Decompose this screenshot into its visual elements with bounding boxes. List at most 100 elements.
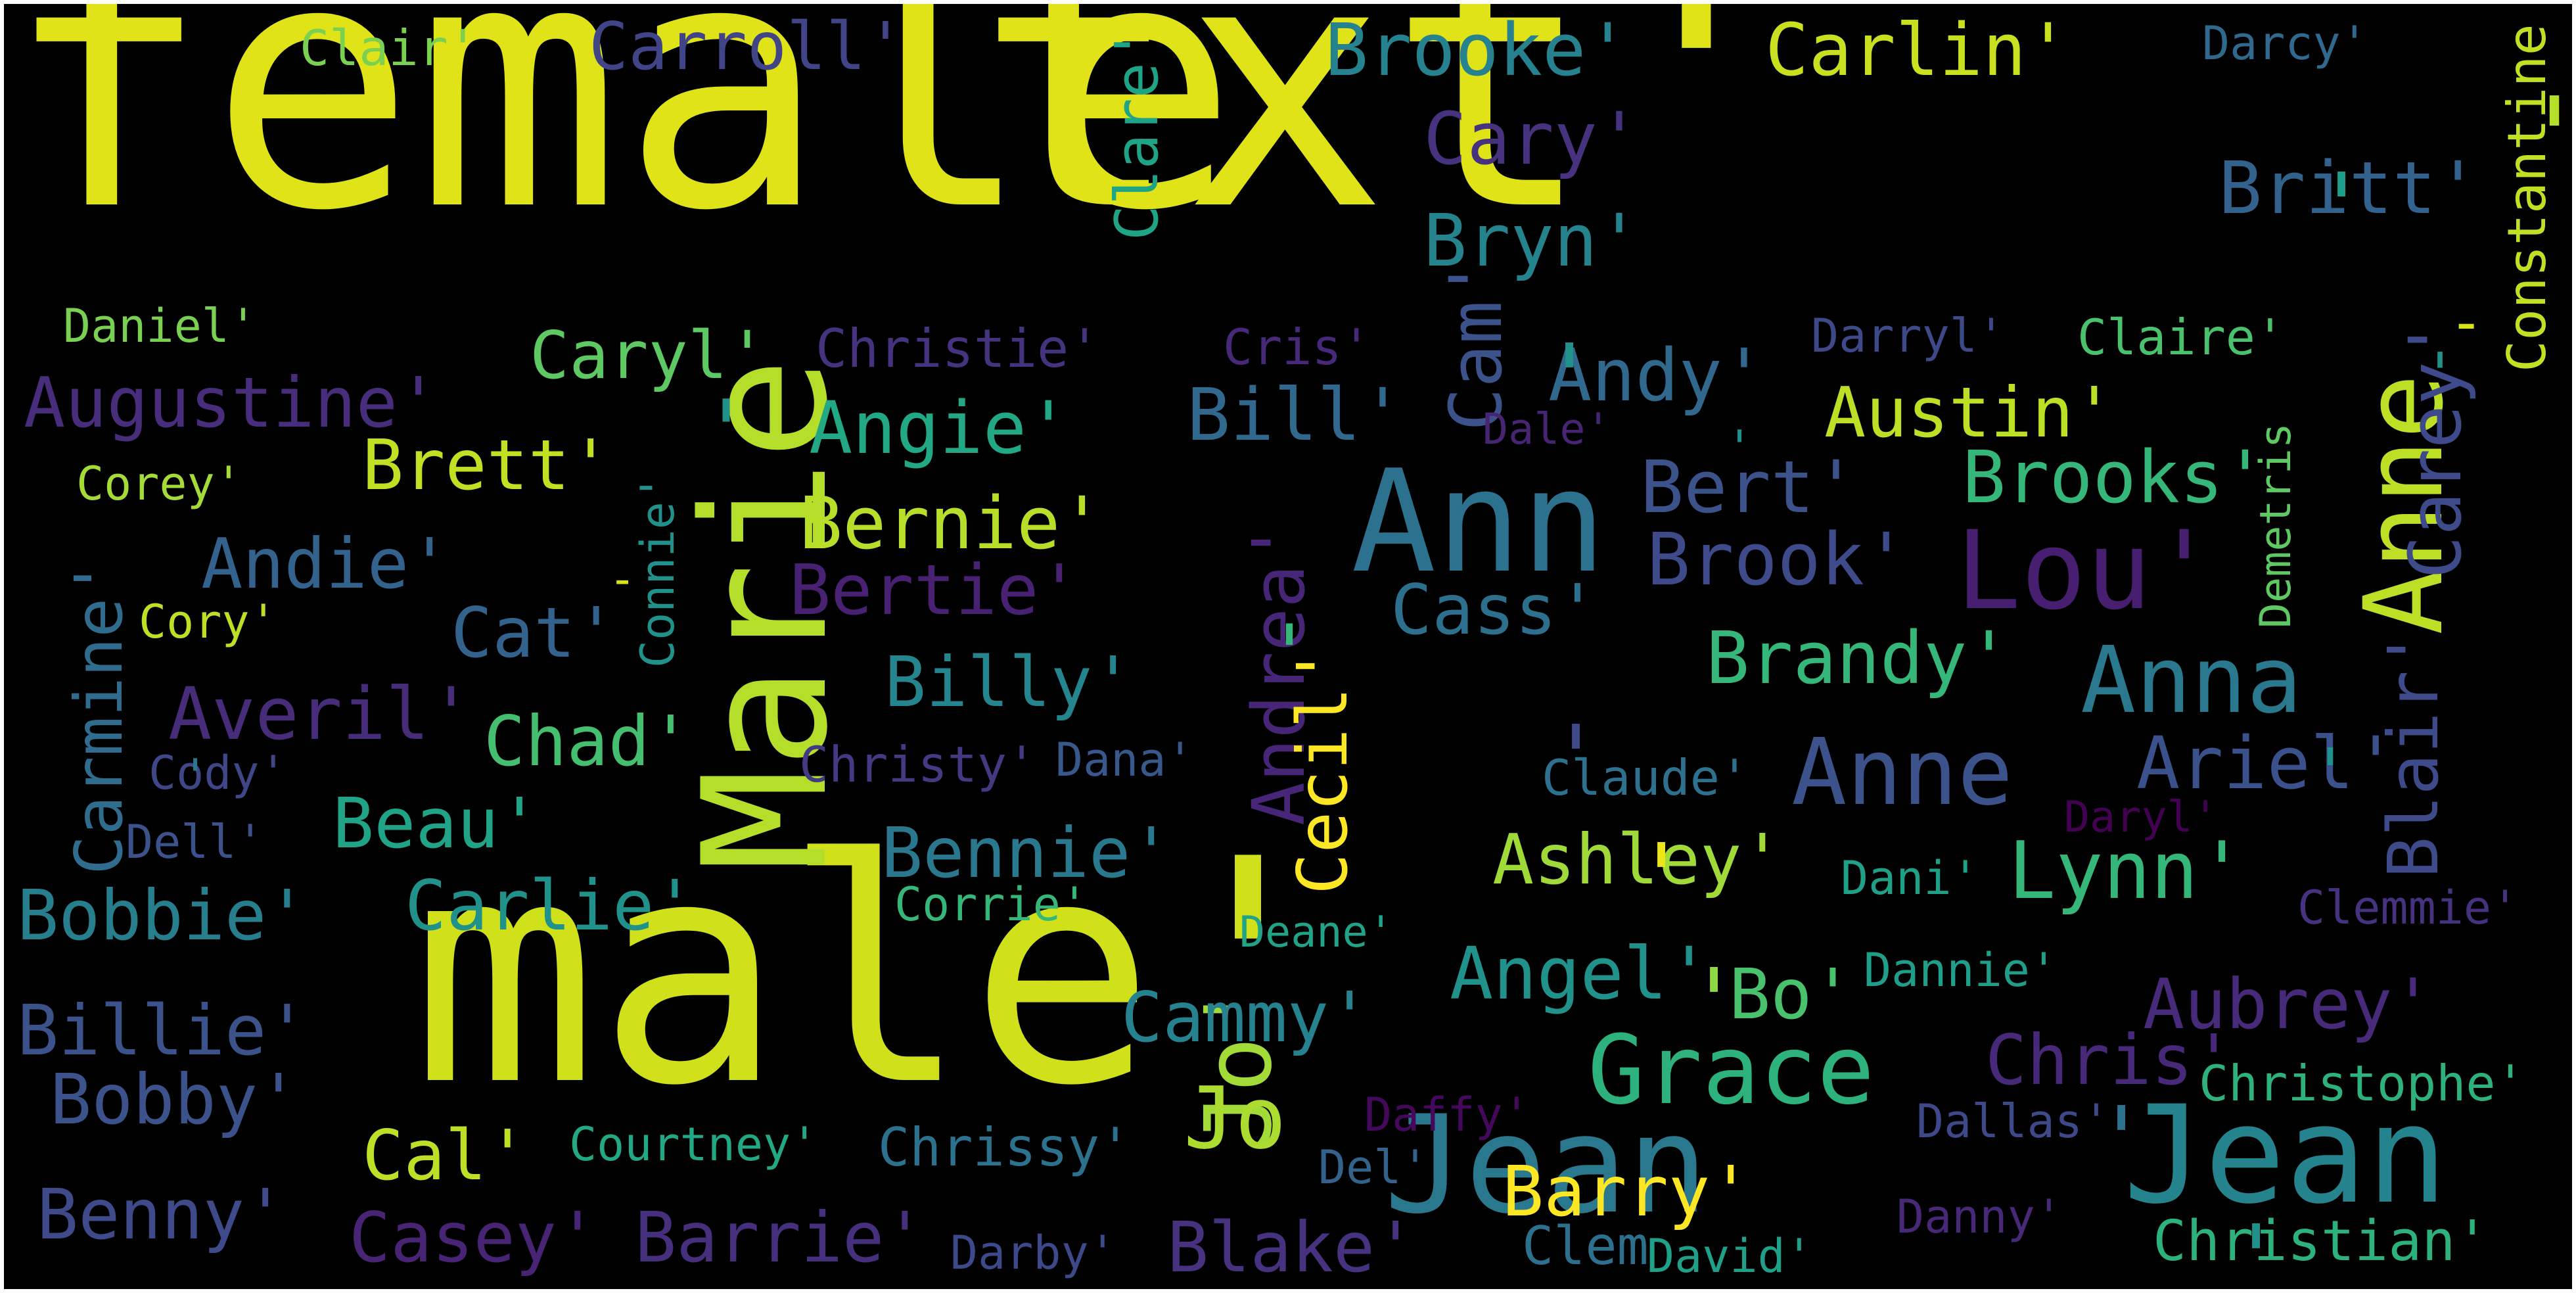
cloud-word: Jean <box>1384 1087 1709 1244</box>
cloud-word: Beau' <box>333 784 541 864</box>
cloud-word: Courtney' <box>569 1117 819 1171</box>
cloud-word: Claude' <box>1542 749 1750 807</box>
cloud-word: ' <box>2311 734 2351 811</box>
cloud-word: Ann <box>1351 439 1607 604</box>
cloud-word: Bertie' <box>789 550 1080 630</box>
cloud-word: Brett' <box>362 425 612 505</box>
cloud-word: Darcy' <box>2202 16 2368 70</box>
cloud-word: Dallas' <box>1916 1094 2111 1148</box>
cloud-word: Brooks' <box>1962 435 2267 519</box>
cloud-word: Carroll' <box>589 8 906 85</box>
cloud-word: Cris' <box>1223 318 1371 376</box>
cloud-word: Brook' <box>1647 517 1908 601</box>
cloud-word: Benny' <box>37 1175 287 1255</box>
cloud-word: ' <box>2314 154 2370 261</box>
cloud-word: Dell' <box>126 815 264 869</box>
cloud-word: Chad' <box>484 701 692 782</box>
cloud-word: Billie' <box>17 991 308 1071</box>
cloud-word: Carlie' <box>405 866 696 946</box>
cloud-word: Clare' <box>1103 26 1172 241</box>
cloud-word: Dana' <box>1055 733 1194 787</box>
cloud-word: ' <box>1542 325 1598 432</box>
cloud-word: Danny' <box>1897 1190 2063 1244</box>
cloud-word: Cammy' <box>1121 977 1371 1058</box>
cloud-word: Lou' <box>1956 507 2217 634</box>
cloud-word: Casey' <box>349 1198 599 1278</box>
cloud-word: Bobbie' <box>17 876 308 956</box>
cloud-word: Averil' <box>168 672 473 756</box>
cloud-word: Britt' <box>2219 146 2480 230</box>
cloud-word: txt' <box>977 4 1800 285</box>
cloud-word: Deane' <box>1239 908 1394 957</box>
cloud-word: female <box>4 4 1239 285</box>
cloud-word: Austin' <box>1824 373 2115 453</box>
cloud-word: Corey' <box>76 457 242 511</box>
cloud-word: Cass' <box>1391 570 1599 650</box>
cloud-word: ' <box>2521 83 2572 195</box>
cloud-word: Christophe' <box>2199 1054 2525 1112</box>
cloud-word: Chris' <box>1985 1020 2235 1100</box>
cloud-word: Bennie' <box>881 813 1172 893</box>
cloud-word: Carlin' <box>1765 8 2070 92</box>
cloud-word: ' <box>2228 1206 2284 1290</box>
cloud-word: Cat' <box>451 593 617 673</box>
cloud-word: - <box>609 552 637 606</box>
cloud-word: Anna <box>2081 627 2303 734</box>
word-cloud: female txt' male' Marie Jean Ann Jean Anne Grace… <box>4 4 2572 1289</box>
cloud-word: Christy' <box>799 736 1037 793</box>
cloud-word: ' <box>181 749 210 803</box>
cloud-word: Clem <box>1522 1215 1649 1277</box>
cloud-word: Jo <box>1184 1068 1287 1168</box>
cloud-word: Clair' <box>300 19 478 77</box>
cloud-word: Ariel' <box>2136 721 2398 805</box>
cloud-word: Corrie' <box>894 878 1089 931</box>
cloud-word: Cal' <box>362 1116 528 1196</box>
cloud-word: Grace <box>1588 1015 1875 1126</box>
cloud-word: Darryl' <box>1811 309 2006 363</box>
cloud-word: Bo' <box>1729 954 1854 1035</box>
cloud-word: Barry' <box>1502 1152 1752 1232</box>
cloud-word: Bryn' <box>1423 199 1642 283</box>
cloud-word: Blake' <box>1167 1208 1417 1288</box>
cloud-word: Augustine' <box>24 363 440 443</box>
cloud-word: ' <box>2422 341 2458 410</box>
cloud-word: Dale' <box>1483 405 1611 454</box>
cloud-word: Christian' <box>2153 1209 2489 1274</box>
cloud-word: Christie' <box>816 318 1101 379</box>
cloud-word: Aubrey' <box>2143 964 2434 1045</box>
cloud-word: ' <box>701 381 752 481</box>
cloud-word: - <box>2449 288 2485 357</box>
cloud-word: Daryl' <box>2064 793 2219 842</box>
cloud-word: Ashley' <box>1492 820 1783 900</box>
cloud-word: Chrissy' <box>878 1117 1132 1178</box>
cloud-word: Bill' <box>1187 373 1405 457</box>
cloud-word: Bernie' <box>799 481 1104 565</box>
cloud-word: male' <box>411 793 1341 1153</box>
cloud-word: Lynn' <box>2008 826 2246 917</box>
cloud-word: Brandy' <box>1706 616 2011 700</box>
cloud-word: Andy' <box>1548 333 1766 417</box>
cloud-word: Cary' <box>1423 97 1642 181</box>
cloud-word: Billy' <box>885 642 1134 722</box>
cloud-word: Clemmie' <box>2297 881 2519 935</box>
cloud-word: Dannie' <box>1864 943 2058 997</box>
cloud-word: ' <box>1634 824 1690 931</box>
cloud-word: ' <box>1726 421 1754 475</box>
cloud-word: Caryl' <box>530 317 768 394</box>
cloud-word: Angie' <box>809 386 1070 470</box>
cloud-word: Jean <box>2123 1077 2448 1234</box>
cloud-word: ' <box>1548 706 1604 813</box>
cloud-word: Daffy' <box>1364 1088 1530 1142</box>
cloud-word: Dani' <box>1841 851 1979 905</box>
cloud-word: Bobby' <box>50 1060 300 1140</box>
cloud-word: ' <box>1686 949 1742 1056</box>
cloud-word: Bert' <box>1640 445 1858 529</box>
cloud-word: Brooke' <box>1325 8 1630 92</box>
cloud-word: David' <box>1647 1229 1813 1283</box>
cloud-word: Cody' <box>149 746 287 800</box>
cloud-word: Daniel' <box>63 299 258 353</box>
cloud-word: Del' <box>1318 1140 1429 1194</box>
cloud-word: ' <box>1266 609 1314 700</box>
cloud-word: Angel' <box>1450 931 1711 1016</box>
cloud-word: Andie' <box>201 524 451 604</box>
